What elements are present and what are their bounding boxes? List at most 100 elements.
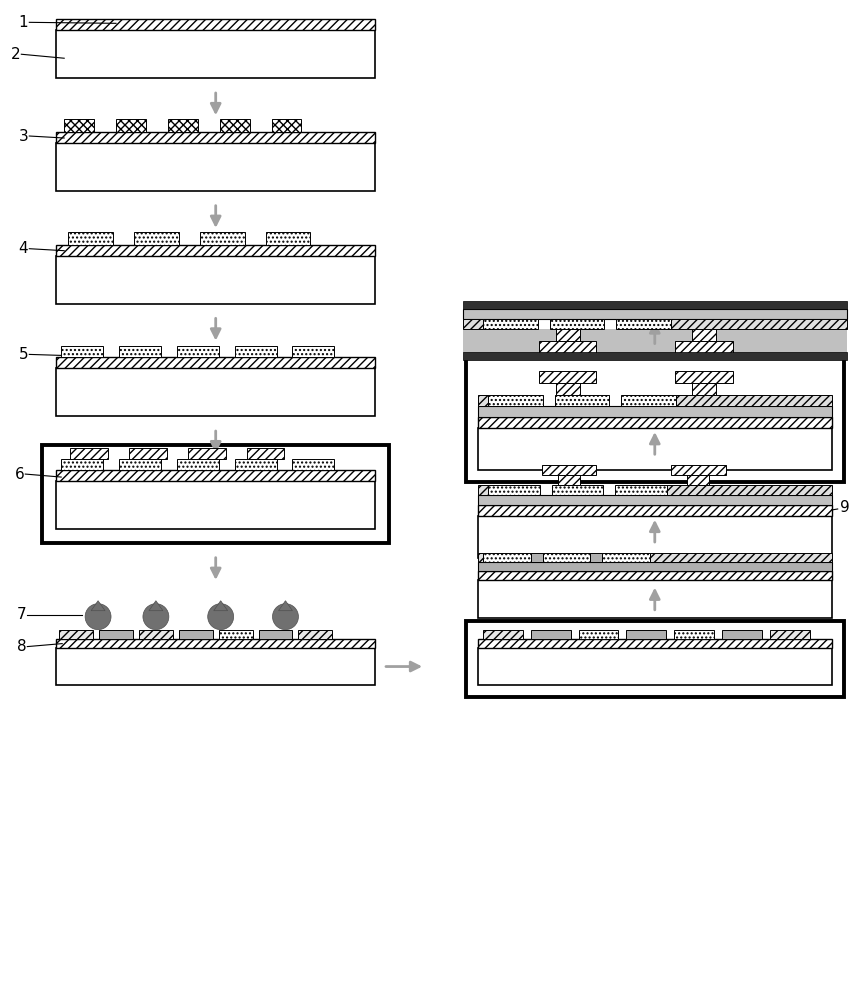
Bar: [722, 630, 762, 639]
Bar: [692, 383, 716, 395]
Bar: [692, 329, 716, 341]
Bar: [590, 553, 602, 562]
Bar: [531, 553, 543, 562]
Bar: [235, 346, 276, 357]
Bar: [134, 232, 179, 245]
Bar: [56, 143, 375, 191]
Bar: [119, 346, 161, 357]
Bar: [259, 630, 293, 639]
Bar: [56, 30, 375, 78]
Bar: [99, 630, 133, 639]
Bar: [478, 648, 832, 685]
Bar: [463, 319, 482, 329]
Bar: [488, 485, 539, 495]
Bar: [478, 495, 832, 505]
Circle shape: [208, 604, 234, 630]
Circle shape: [143, 604, 169, 630]
Bar: [56, 357, 375, 368]
Bar: [557, 475, 580, 485]
Bar: [543, 553, 590, 562]
Bar: [235, 459, 276, 470]
Text: 6: 6: [15, 467, 24, 482]
Bar: [478, 553, 482, 562]
Bar: [56, 470, 375, 481]
Bar: [478, 428, 832, 470]
Bar: [293, 459, 334, 470]
Bar: [56, 256, 375, 304]
Bar: [478, 505, 832, 516]
Bar: [293, 346, 334, 357]
Bar: [621, 395, 677, 406]
Bar: [478, 406, 832, 417]
Bar: [64, 119, 94, 132]
Bar: [299, 630, 332, 639]
Bar: [177, 346, 218, 357]
Bar: [177, 459, 218, 470]
Text: 8: 8: [16, 639, 26, 654]
Bar: [675, 341, 733, 353]
Bar: [247, 448, 285, 459]
Polygon shape: [214, 601, 228, 611]
Bar: [463, 309, 847, 319]
Bar: [539, 371, 596, 383]
Bar: [555, 395, 609, 406]
Bar: [550, 319, 604, 329]
Text: 9: 9: [840, 500, 849, 515]
Bar: [478, 562, 832, 571]
Bar: [68, 232, 113, 245]
Polygon shape: [279, 601, 293, 611]
Bar: [56, 368, 375, 416]
Bar: [478, 580, 832, 618]
Bar: [539, 341, 596, 353]
Bar: [61, 459, 103, 470]
Text: 5: 5: [18, 347, 28, 362]
Bar: [556, 383, 580, 395]
Polygon shape: [91, 601, 105, 611]
Bar: [116, 119, 146, 132]
Bar: [56, 648, 375, 685]
Bar: [556, 329, 580, 341]
Bar: [61, 346, 103, 357]
Bar: [478, 417, 832, 428]
Bar: [70, 448, 108, 459]
Text: 1: 1: [18, 15, 28, 30]
Bar: [482, 319, 538, 329]
Bar: [478, 516, 832, 558]
Bar: [671, 319, 847, 329]
Bar: [129, 448, 167, 459]
Bar: [179, 630, 212, 639]
Bar: [56, 132, 375, 143]
Bar: [466, 621, 844, 697]
Bar: [675, 371, 733, 383]
Bar: [167, 119, 198, 132]
Bar: [770, 630, 809, 639]
Bar: [616, 319, 671, 329]
Bar: [272, 119, 301, 132]
Bar: [651, 553, 832, 562]
Bar: [220, 119, 249, 132]
Bar: [42, 445, 389, 543]
Bar: [266, 232, 311, 245]
Bar: [56, 19, 375, 30]
Bar: [56, 245, 375, 256]
Bar: [466, 354, 844, 482]
Polygon shape: [149, 601, 163, 611]
Bar: [488, 395, 543, 406]
Bar: [551, 485, 603, 495]
Text: 7: 7: [16, 607, 26, 622]
Text: 2: 2: [10, 47, 20, 62]
Bar: [56, 481, 375, 529]
Circle shape: [85, 604, 111, 630]
Bar: [478, 485, 488, 495]
Bar: [482, 630, 523, 639]
Bar: [463, 301, 847, 309]
Bar: [188, 448, 225, 459]
Bar: [463, 329, 847, 353]
Bar: [119, 459, 161, 470]
Bar: [482, 553, 531, 562]
Bar: [667, 485, 832, 495]
Circle shape: [273, 604, 299, 630]
Bar: [531, 630, 570, 639]
Bar: [218, 630, 253, 639]
Bar: [478, 395, 488, 406]
